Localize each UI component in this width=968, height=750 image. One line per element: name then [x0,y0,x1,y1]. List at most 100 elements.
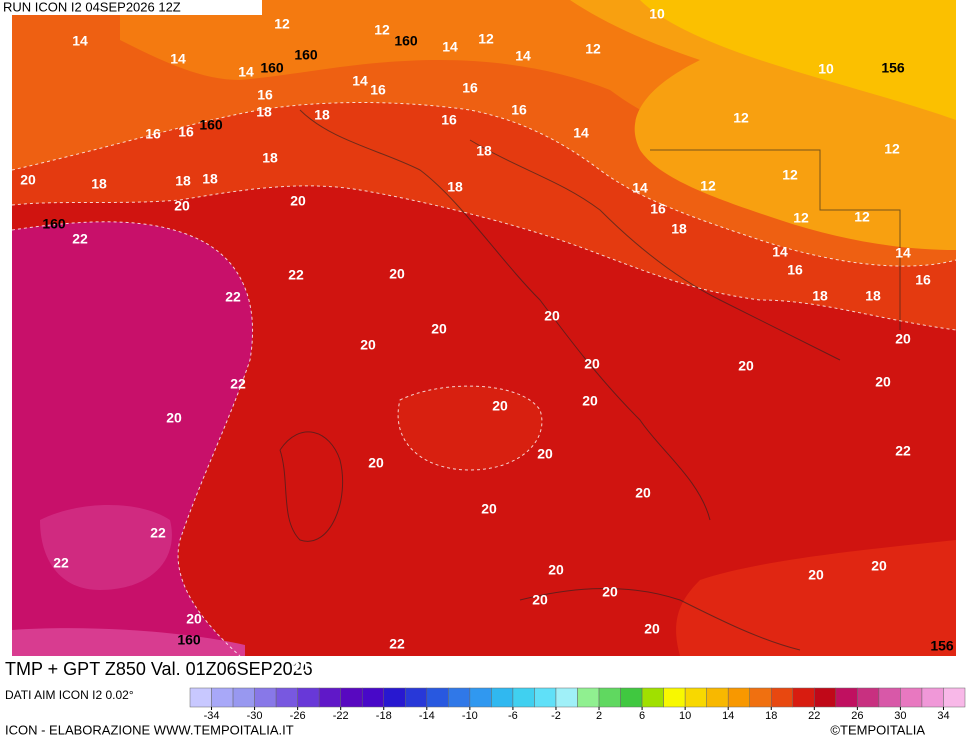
colorbar-swatch [448,687,471,708]
temperature-label: 20 [186,611,202,627]
temperature-label: 12 [374,22,390,38]
colorbar-swatch [727,687,750,708]
temperature-label: 12 [854,209,870,225]
colorbar-tick-label: 6 [639,710,645,722]
temperature-label: 12 [782,167,798,183]
colorbar-tick-label: 30 [894,710,906,722]
temperature-label: 20 [360,337,376,353]
temperature-label: 18 [865,288,881,304]
colorbar-tick-label: 10 [679,710,691,722]
colorbar-tick-label: 14 [722,710,734,722]
temperature-label: 18 [476,143,492,159]
colorbar-tick-label: -18 [376,710,392,722]
temperature-label: 22 [53,555,69,571]
temperature-label: 20 [174,198,190,214]
colorbar-tick-label: -2 [551,710,561,722]
temperature-label: 18 [91,176,107,192]
colorbar-swatch [835,687,858,708]
temperature-label: 16 [511,102,527,118]
temperature-label: 20 [644,621,660,637]
geopotential-label: 160 [260,60,284,76]
temperature-label: 14 [632,180,648,196]
colorbar-swatch [749,687,772,708]
colorbar: -34 -30 -26 -22 -18 -14 -10 -6 -2 2 6 10 14 18 22 26 30 3… [189,687,966,722]
temperature-label: 18 [175,173,191,189]
temperature-label: 14 [772,244,788,260]
temperature-label: 22 [288,267,304,283]
colorbar-swatch [943,687,966,708]
temperature-label: 20 [292,659,308,675]
colorbar-swatch [512,687,535,708]
geopotential-label: 160 [294,47,318,63]
colorbar-swatch [318,687,341,708]
temperature-label: 14 [238,64,254,80]
temperature-label: 18 [262,150,278,166]
colorbar-tick-label: -6 [508,710,518,722]
temperature-label: 20 [537,446,553,462]
colorbar-swatch [771,687,794,708]
temperature-label: 20 [166,410,182,426]
colorbar-swatch [254,687,277,708]
colorbar-swatch [577,687,600,708]
colorbar-swatch [706,687,729,708]
brand-label: ©TEMPOITALIA [830,722,925,737]
temperature-label: 14 [573,125,589,141]
colorbar-tick-label: -14 [419,710,435,722]
temperature-label: 22 [895,443,911,459]
colorbar-swatch [555,687,578,708]
colorbar-tick-label: 34 [937,710,949,722]
temperature-label: 20 [602,584,618,600]
colorbar-swatch [878,687,901,708]
temperature-label: 20 [532,592,548,608]
colorbar-swatch [297,687,320,708]
colorbar-tick-label: -26 [290,710,306,722]
temperature-label: 20 [368,455,384,471]
temperature-label: 22 [389,636,405,652]
temperature-label: 20 [635,485,651,501]
temperature-label: 20 [544,308,560,324]
geopotential-label: 160 [199,117,223,133]
temperature-label: 20 [895,331,911,347]
temperature-label: 18 [447,179,463,195]
colorbar-tick-label: 2 [596,710,602,722]
temperature-label: 20 [584,356,600,372]
colorbar-swatch [663,687,686,708]
temperature-label: 12 [478,31,494,47]
geopotential-label: 160 [394,33,418,49]
colorbar-swatch [684,687,707,708]
temperature-label: 20 [290,193,306,209]
header-box [0,0,262,15]
temperature-label: 20 [476,659,492,675]
geopotential-label: 160 [177,632,201,648]
temperature-label: 16 [178,124,194,140]
temperature-label: 18 [314,107,330,123]
temperature-label: 14 [442,39,458,55]
colorbar-swatch [534,687,557,708]
borders [279,109,901,651]
colorbar-swatch [620,687,643,708]
temperature-label: 20 [292,659,308,675]
geopotential-label: 156 [881,60,905,76]
temperature-label: 10 [818,61,834,77]
temperature-label: 20 [738,358,754,374]
map-background [12,0,956,656]
colorbar-swatch [857,687,880,708]
contours [11,102,957,657]
temperature-label: 14 [170,51,186,67]
colorbar-tick-label: -22 [333,710,349,722]
colorbar-swatch [921,687,944,708]
temperature-label: 20 [871,558,887,574]
temperature-label: 18 [812,288,828,304]
geopotential-label: 160 [42,216,66,232]
temperature-label: 20 [389,266,405,282]
title-box [0,657,414,684]
colorbar-tick-label: -30 [247,710,263,722]
footer-title: TMP + GPT Z850 Val. 01Z06SEP2026 [5,659,313,679]
temperature-label: 22 [230,376,246,392]
temperature-label: 12 [733,110,749,126]
temperature-label: 22 [150,525,166,541]
colorbar-swatch [792,687,815,708]
temperature-label: 20 [808,567,824,583]
